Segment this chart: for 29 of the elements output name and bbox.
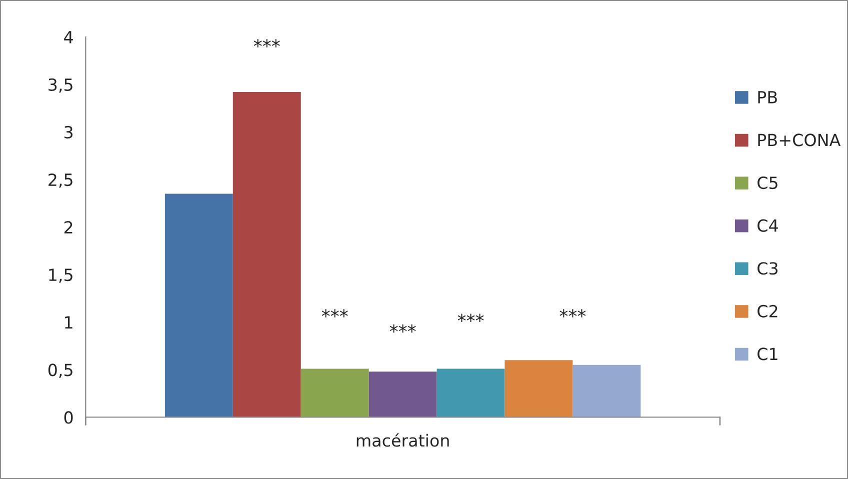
bar [300, 368, 369, 418]
annotation: *** [560, 309, 586, 318]
y-tick-label: 0,5 [48, 364, 72, 378]
bar [164, 194, 233, 418]
bar [572, 364, 641, 418]
y-tick-label: 2,5 [48, 173, 72, 188]
annotation: *** [458, 314, 484, 322]
bar [368, 372, 437, 418]
y-tick-label: 4 [64, 31, 73, 44]
legend-label: PB [758, 91, 777, 104]
y-tick-label: 0 [64, 411, 73, 424]
legend-label: C3 [758, 262, 778, 275]
bar [504, 360, 573, 418]
bar [436, 368, 505, 418]
y-tick-label: 2 [64, 221, 72, 234]
legend-label: C5 [758, 176, 778, 190]
annotation: *** [390, 324, 416, 333]
legend-label: C2 [758, 304, 778, 318]
annotation: *** [322, 309, 348, 318]
y-tick-label: 1 [65, 316, 72, 328]
annotation: *** [254, 39, 280, 48]
legend-label: C4 [758, 219, 778, 232]
y-tick-label: 3,5 [48, 78, 72, 93]
y-tick-label: 3 [64, 126, 73, 139]
legend-label: C1 [758, 348, 778, 360]
bar [232, 92, 301, 418]
x-tick-label: macération [356, 433, 449, 447]
legend-label: PB+CONA [758, 134, 841, 146]
y-tick-label: 1,5 [49, 268, 72, 283]
